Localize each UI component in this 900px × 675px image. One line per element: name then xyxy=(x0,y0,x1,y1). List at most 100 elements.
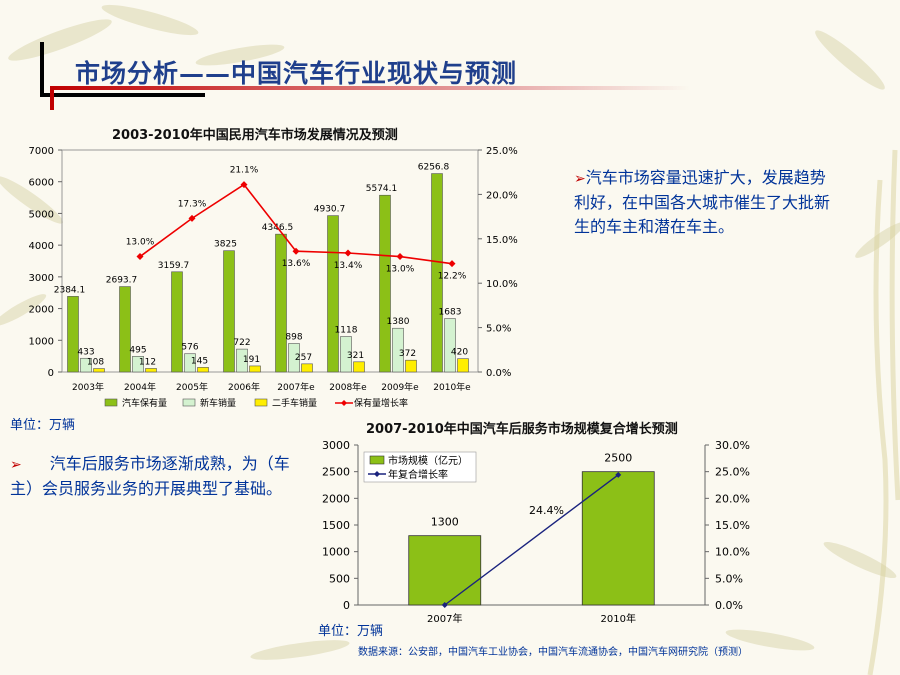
chart1-bar-label: 898 xyxy=(285,333,302,343)
chart1-bar-label: 108 xyxy=(87,358,104,368)
chart1-bar-0 xyxy=(327,215,339,373)
chart1-bar-1 xyxy=(340,336,352,373)
chart1-title: 2003-2010年中国民用汽车市场发展情况及预测 xyxy=(112,128,398,143)
chart1-category-label: 2005年 xyxy=(176,381,208,393)
chart1-bar-1 xyxy=(288,343,300,373)
chart1-bar-2 xyxy=(301,363,313,373)
chart2-y2tick-label: 15.0% xyxy=(715,519,750,532)
chart2-bar-label: 1300 xyxy=(431,516,459,529)
chart1-bar-label: 5574.1 xyxy=(366,184,398,194)
chart1-bar-1 xyxy=(184,353,196,373)
chart2-y2tick-label: 20.0% xyxy=(715,492,750,505)
chart1-bar-label: 1683 xyxy=(439,308,462,318)
chart1-bar-1 xyxy=(80,357,92,373)
chart1-bar-0 xyxy=(379,194,391,373)
chart2-ytick-label: 500 xyxy=(329,572,350,585)
chart1-bar-2 xyxy=(457,358,469,373)
chart1-growth-label: 12.2% xyxy=(438,272,467,282)
chart2-ytick-label: 3000 xyxy=(322,439,350,452)
chart1-growth-point xyxy=(344,249,352,257)
chart1-bar-label: 4930.7 xyxy=(314,205,346,215)
chart1-bar-1 xyxy=(236,348,248,373)
note2-bullet: ➢ xyxy=(10,457,22,473)
chart1-legend-swatch xyxy=(182,398,196,407)
chart1-ytick-label: 4000 xyxy=(29,241,54,252)
title-accent xyxy=(50,88,54,110)
chart1-bar-label: 2693.7 xyxy=(106,276,138,286)
chart2-bar xyxy=(581,471,655,606)
chart2-category-label: 2007年 xyxy=(427,612,462,625)
chart1-bar-label: 420 xyxy=(451,348,468,358)
chart1-bar-0 xyxy=(171,271,183,373)
chart1-bar-0 xyxy=(119,286,131,373)
chart1-bar-label: 1380 xyxy=(387,317,410,327)
chart1-ytick-label: 3000 xyxy=(29,273,54,284)
note1-text: 汽车市场容量迅速扩大，发展趋势利好，在中国各大城市催生了大批新生的车主和潜在车主… xyxy=(574,168,831,236)
chart1-ytick-label: 0 xyxy=(48,368,54,379)
chart1-legend-label: 新车销量 xyxy=(200,397,236,409)
chart2-legend-swatch xyxy=(369,455,385,465)
chart1-legend-swatch xyxy=(104,398,118,407)
chart2-growth-point xyxy=(441,602,448,608)
title-corner-horizontal xyxy=(40,93,205,97)
chart1-legend-label: 保有量增长率 xyxy=(354,397,408,409)
chart1-category-label: 2010年e xyxy=(433,381,471,393)
chart1-bar-2 xyxy=(249,365,261,373)
chart2-ytick-label: 1500 xyxy=(322,519,350,532)
chart1-ytick-label: 6000 xyxy=(29,178,54,189)
chart1-growth-point xyxy=(448,260,456,268)
chart1-growth-point xyxy=(396,253,404,261)
chart1-bar-1 xyxy=(392,327,404,373)
chart1-y2tick-label: 5.0% xyxy=(486,324,511,335)
chart1-bar-label: 321 xyxy=(347,351,364,361)
chart1-growth-label: 13.4% xyxy=(334,261,363,271)
chart2-y2tick-label: 5.0% xyxy=(715,572,743,585)
chart1-bar-0 xyxy=(223,250,235,373)
title-underline xyxy=(50,86,690,90)
chart2-legend-label: 年复合增长率 xyxy=(388,468,448,481)
chart1-bar-label: 257 xyxy=(295,353,312,363)
chart2-ytick-label: 1000 xyxy=(322,546,350,559)
chart1-bar-label: 3825 xyxy=(214,240,237,250)
chart1-legend-swatch xyxy=(254,398,268,407)
chart1-y2tick-label: 25.0% xyxy=(486,146,518,157)
page-title: 市场分析——中国汽车行业现状与预测 xyxy=(75,59,518,88)
chart1-bar-2 xyxy=(197,367,209,373)
chart1-plot-area xyxy=(61,149,479,373)
chart1-bar-1 xyxy=(132,356,144,373)
chart1-bar-label: 145 xyxy=(191,356,208,366)
chart1-bar-label: 2384.1 xyxy=(54,285,86,295)
chart1-bar-0 xyxy=(67,296,79,373)
chart1-bar-label: 372 xyxy=(399,349,416,359)
chart1-bar-label: 6256.8 xyxy=(418,163,450,173)
chart2-ytick-label: 2000 xyxy=(322,492,350,505)
chart1-growth-point xyxy=(292,247,300,255)
chart2-legend: 市场规模（亿元）年复合增长率 xyxy=(363,451,477,483)
chart1-growth-point xyxy=(240,181,248,189)
note1-bullet: ➢ xyxy=(574,171,586,187)
chart1-growth-point xyxy=(136,253,144,261)
chart1-y2tick-label: 15.0% xyxy=(486,235,518,246)
chart1-category-label: 2009年e xyxy=(381,381,419,393)
chart1-category-label: 2004年 xyxy=(124,381,156,393)
chart1-category-label: 2008年e xyxy=(329,381,367,393)
chart1-growth-label: 13.0% xyxy=(126,238,155,248)
chart2-y2tick-label: 0.0% xyxy=(715,599,743,612)
note2-text: 汽车后服务市场逐渐成熟，为（车主）会员服务业务的开展典型了基础。 xyxy=(10,454,290,498)
chart1-bar-2 xyxy=(145,368,157,373)
chart1-legend-label: 汽车保有量 xyxy=(122,397,167,409)
chart1-ytick-label: 2000 xyxy=(29,305,54,316)
chart1-bar-label: 112 xyxy=(139,357,156,367)
chart2-legend-label: 市场规模（亿元） xyxy=(388,454,468,467)
chart1-bar-2 xyxy=(405,359,417,373)
chart1-bar-2 xyxy=(93,368,105,373)
chart2-category-label: 2010年 xyxy=(601,612,636,625)
chart2-title: 2007-2010年中国汽车后服务市场规模复合增长预测 xyxy=(366,422,678,437)
chart1-y2tick-label: 10.0% xyxy=(486,279,518,290)
chart2-legend-marker xyxy=(374,471,380,477)
chart2-unit: 单位：万辆 xyxy=(318,624,384,639)
chart2-aftermarket-growth: 0 500 1000 1500 2000 2500 3000 0.0% 5.0% 10.0% 15.… xyxy=(322,439,750,625)
chart1-bar-label: 1118 xyxy=(335,326,358,336)
chart1-bar-label: 576 xyxy=(181,343,198,353)
chart1-category-label: 2006年 xyxy=(228,381,260,393)
